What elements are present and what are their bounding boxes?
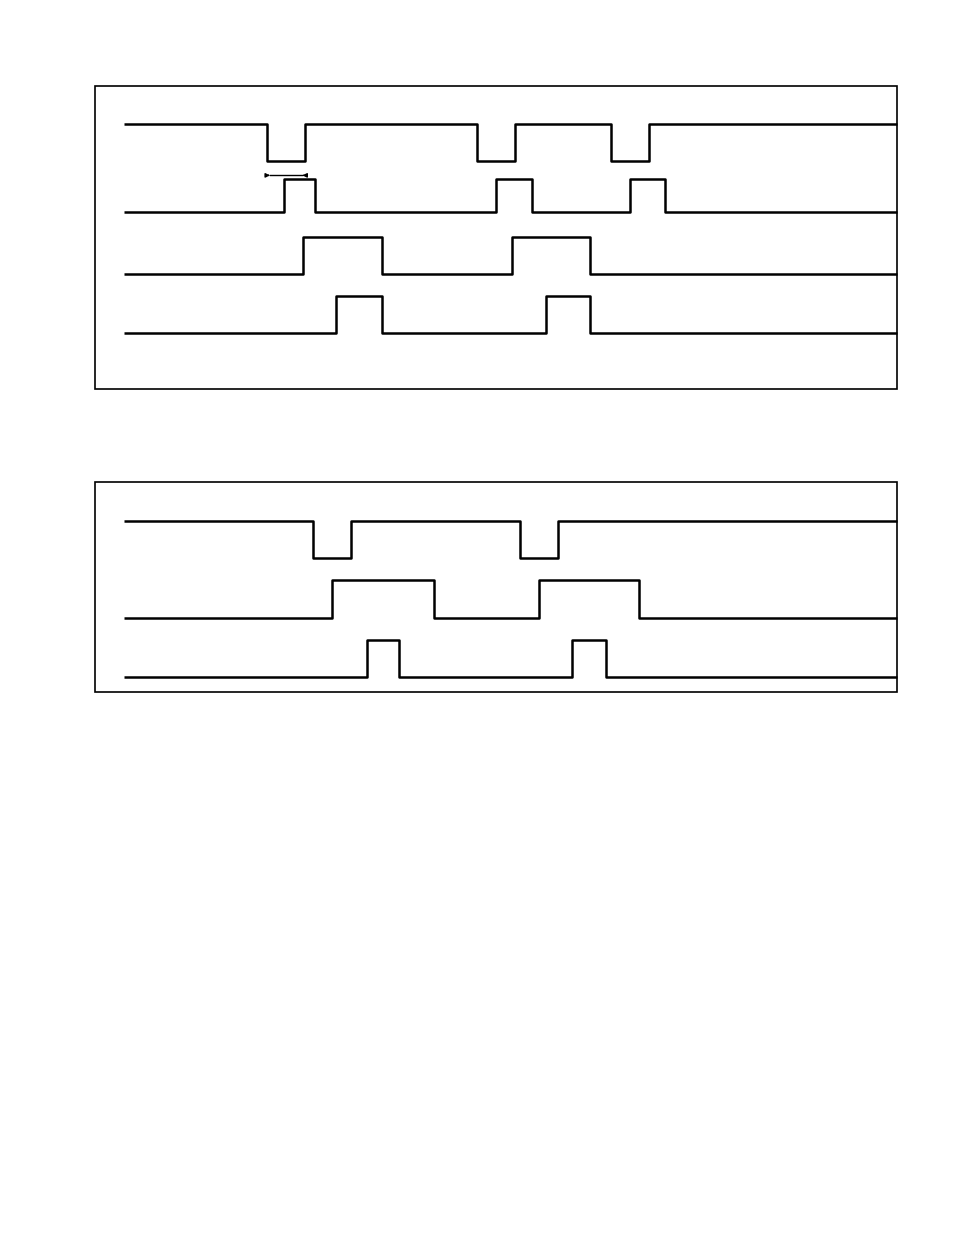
Bar: [95, 482, 896, 692]
Bar: [95, 86, 896, 389]
